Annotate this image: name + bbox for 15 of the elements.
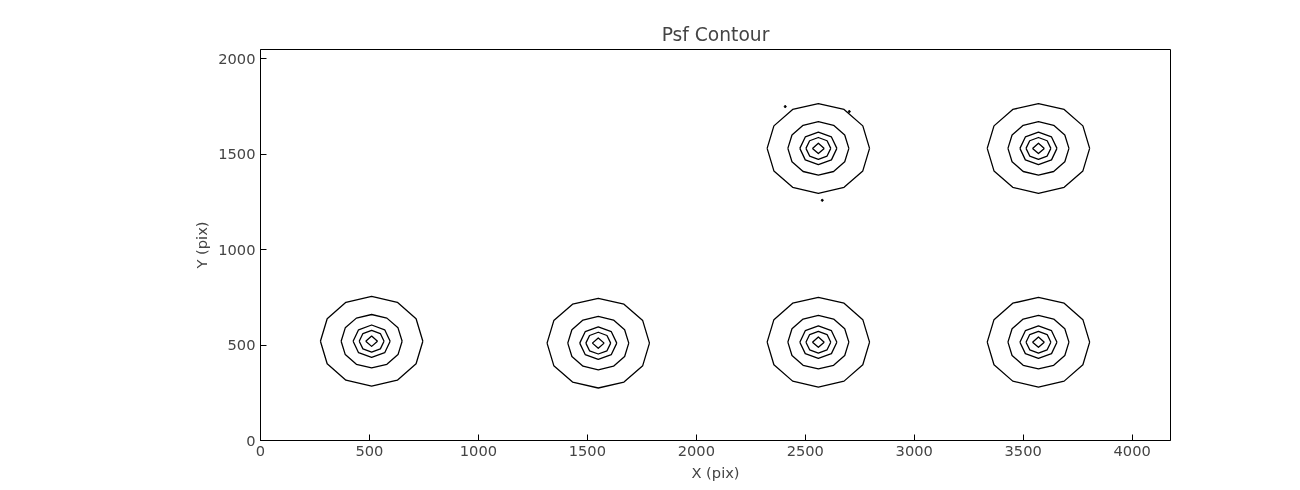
x-tick-label: 1500 — [568, 441, 607, 459]
x-tick-label: 3000 — [895, 441, 933, 459]
x-tick-label: 4000 — [1113, 441, 1151, 459]
y-axis-title: Y (pix) — [193, 221, 211, 270]
y-tick-label: 1500 — [218, 145, 256, 163]
x-axis-title: X (pix) — [691, 463, 740, 481]
chart-title: Psf Contour — [661, 23, 770, 45]
x-tick-label: 500 — [355, 441, 384, 459]
y-tick-label: 1000 — [218, 240, 256, 258]
x-tick-label: 2500 — [786, 441, 824, 459]
y-tick-label: 2000 — [218, 49, 256, 67]
y-tick-label: 500 — [227, 336, 256, 354]
x-tick-label: 3500 — [1004, 441, 1042, 459]
x-tick-label: 2000 — [677, 441, 715, 459]
x-tick-label: 1000 — [459, 441, 498, 459]
